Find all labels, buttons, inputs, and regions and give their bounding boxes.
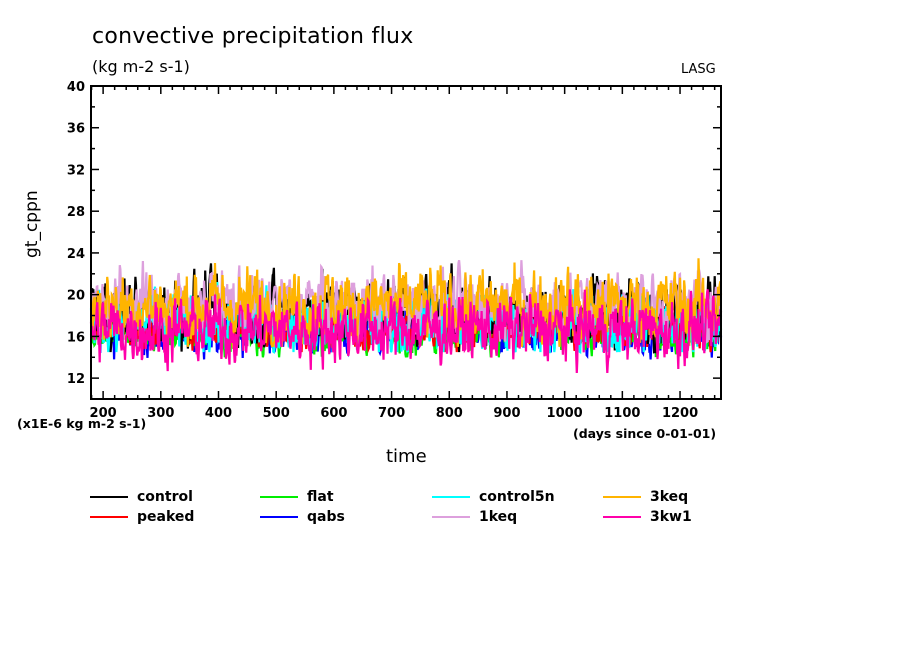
legend-swatch [260, 516, 298, 518]
legend-label: qabs [307, 509, 345, 525]
legend-label: control [137, 489, 193, 505]
plot-frame [90, 85, 722, 400]
legend-label: 1keq [479, 509, 518, 525]
x-tick-label: 800 [436, 406, 463, 421]
legend-label: 3keq [650, 489, 689, 505]
y-tick-label: 12 [67, 372, 85, 387]
x-tick-label: 900 [493, 406, 520, 421]
legend-swatch [90, 496, 128, 498]
legend-item-peaked: peaked [90, 508, 194, 526]
legend-item-control: control [90, 488, 193, 506]
x-tick-label: 700 [378, 406, 405, 421]
x-tick-label: 200 [90, 406, 117, 421]
x-tick-label: 400 [205, 406, 232, 421]
x-tick-label: 600 [320, 406, 347, 421]
legend-item-qabs: qabs [260, 508, 345, 526]
legend-swatch [432, 516, 470, 518]
legend-swatch [260, 496, 298, 498]
legend-item-flat: flat [260, 488, 334, 506]
legend-label: control5n [479, 489, 555, 505]
legend-label: flat [307, 489, 334, 505]
y-tick-label: 32 [67, 163, 85, 178]
credit-label: LASG [681, 62, 716, 77]
series-line-3kw1 [89, 289, 723, 373]
legend-swatch [432, 496, 470, 498]
chart-title: convective precipitation flux [92, 24, 414, 49]
legend-item-control5n: control5n [432, 488, 555, 506]
chart-units: (kg m-2 s-1) [92, 57, 190, 76]
x-tick-label: 500 [263, 406, 290, 421]
x-tick-label: 1000 [547, 406, 583, 421]
y-tick-label: 40 [67, 80, 85, 95]
series-line-3keq [89, 258, 723, 348]
legend-swatch [603, 496, 641, 498]
legend-label: 3kw1 [650, 509, 692, 525]
legend-swatch [603, 516, 641, 518]
legend-label: peaked [137, 509, 195, 525]
legend-item-3keq: 3keq [603, 488, 688, 506]
y-tick-label: 28 [67, 205, 85, 220]
y-tick-label: 36 [67, 122, 85, 137]
x-axis-label: time [386, 446, 427, 467]
x-tick-label: 300 [147, 406, 174, 421]
x-tick-label: 1100 [604, 406, 640, 421]
legend-swatch [90, 516, 128, 518]
x-axis-units: (days since 0-01-01) [573, 426, 717, 441]
y-tick-label: 16 [67, 330, 85, 345]
y-scale-note: (x1E-6 kg m-2 s-1) [17, 416, 147, 431]
axes-layer: 200 300 400 500 600 700 800 900 1000 1100 1200 12 16… [67, 80, 722, 421]
legend-item-1keq: 1keq [432, 508, 517, 526]
y-tick-label: 24 [67, 247, 85, 262]
series-layer [89, 258, 723, 373]
x-tick-label: 1200 [662, 406, 698, 421]
y-tick-label: 20 [67, 289, 85, 304]
legend-item-3kw1: 3kw1 [603, 508, 692, 526]
